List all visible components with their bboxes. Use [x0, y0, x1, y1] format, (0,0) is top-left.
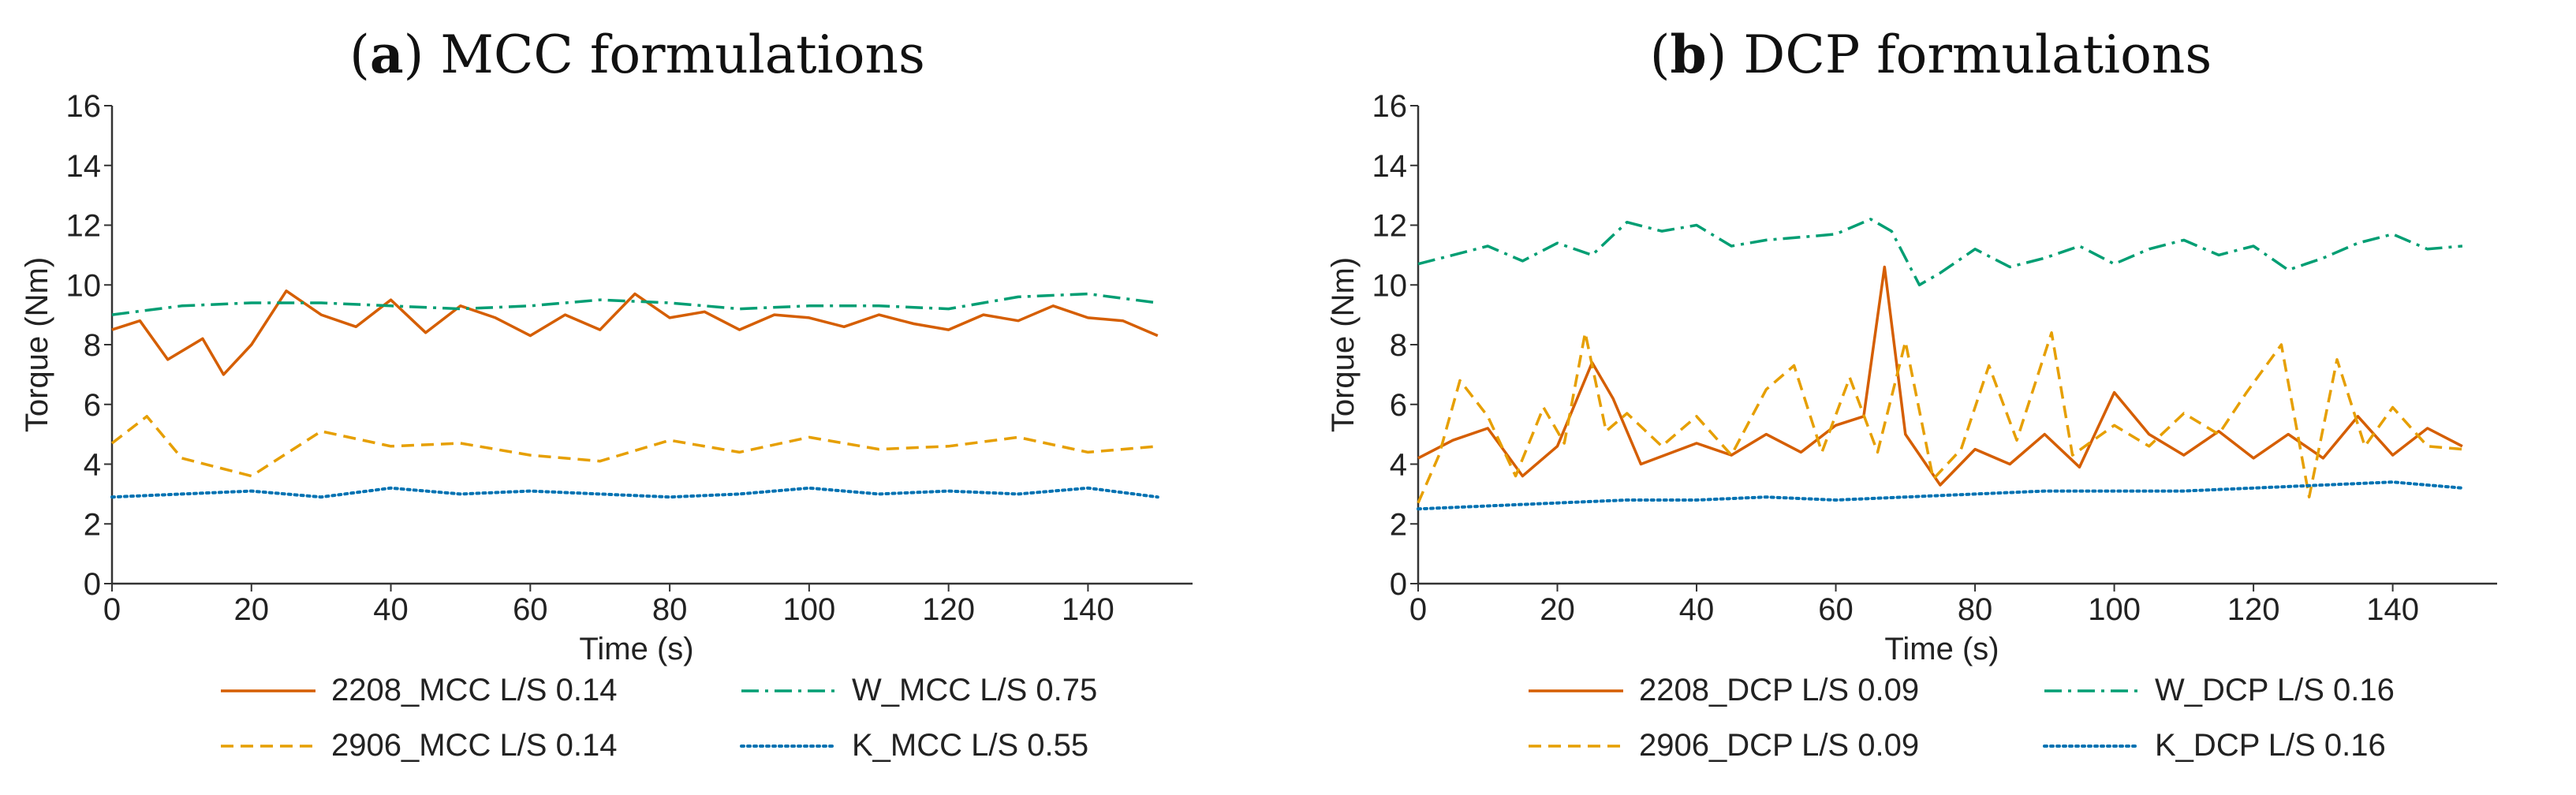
x-tick-label: 40	[373, 592, 409, 627]
x-tick-label: 140	[1062, 592, 1114, 627]
x-tick-label: 20	[1540, 592, 1575, 627]
series-line-w-dcp	[1417, 218, 2463, 287]
y-axis-label: Torque (Nm)	[1326, 257, 1361, 432]
x-tick-label: 0	[1409, 592, 1427, 627]
panel-mcc: (a) MCC formulations 0 2 4 6 8 10 12 14 16 0 20 40 60…	[20, 24, 1193, 763]
panel-dcp: (b) DCP formulations 0 2 4 6 8 10 12 14 16 0 20 40 60…	[1326, 24, 2497, 763]
series-line-k-mcc	[110, 486, 1159, 499]
legend-label: 2906_MCC L/S 0.14	[331, 728, 617, 763]
legend-label: W_DCP L/S 0.16	[2155, 673, 2395, 707]
chart-title-prefix: (	[1650, 24, 1671, 85]
y-tick-label: 12	[1372, 209, 1408, 244]
y-tick-label: 14	[1372, 149, 1408, 184]
series-line-2906-dcp	[1417, 331, 2463, 504]
legend-entry: K_MCC L/S 0.55	[740, 728, 1088, 763]
chart-title: (b) DCP formulations	[1650, 24, 2212, 85]
legend-entry: W_DCP L/S 0.16	[2044, 673, 2395, 707]
x-axis-label: Time (s)	[1884, 632, 1999, 666]
series-line-2208-mcc	[111, 289, 1159, 376]
y-tick-label: 2	[84, 507, 101, 542]
legend-label: W_MCC L/S 0.75	[852, 673, 1097, 707]
chart-title-text: ) DCP formulations	[1707, 24, 2212, 85]
series-line-w-mcc	[111, 292, 1159, 316]
y-tick-label: 16	[1372, 89, 1408, 124]
y-tick-label: 4	[1390, 448, 1407, 483]
y-tick-label: 14	[66, 149, 102, 184]
x-tick-label: 100	[2088, 592, 2141, 627]
y-tick-label: 6	[84, 388, 101, 423]
series-line-2906-mcc	[110, 415, 1158, 478]
y-tick-label: 12	[66, 209, 102, 244]
y-tick-label: 0	[84, 567, 101, 602]
x-tick-label: 40	[1679, 592, 1715, 627]
y-tick-label: 4	[84, 448, 101, 483]
y-axis-label: Torque (Nm)	[20, 257, 54, 432]
series-line-2208-dcp	[1417, 265, 2463, 487]
y-tick-label: 10	[66, 268, 102, 303]
x-tick-label: 60	[1818, 592, 1854, 627]
series-line-k-dcp	[1417, 480, 2464, 511]
x-tick-label: 0	[103, 592, 121, 627]
x-tick-label: 120	[922, 592, 975, 627]
x-tick-label: 100	[782, 592, 835, 627]
legend-label: 2208_MCC L/S 0.14	[331, 673, 617, 707]
y-tick-label: 8	[84, 328, 101, 363]
y-tick-label: 6	[1390, 388, 1407, 423]
legend-entry: 2208_DCP L/S 0.09	[1529, 673, 1919, 707]
y-tick-label: 10	[1372, 268, 1408, 303]
x-tick-label: 80	[652, 592, 688, 627]
chart-title-prefix: (	[349, 24, 370, 85]
chart-title-letter: a	[370, 24, 404, 85]
legend-label: K_DCP L/S 0.16	[2155, 728, 2386, 763]
legend-label: 2906_DCP L/S 0.09	[1639, 728, 1919, 763]
x-tick-label: 120	[2227, 592, 2280, 627]
chart-title: (a) MCC formulations	[349, 24, 925, 85]
y-tick-label: 0	[1390, 567, 1407, 602]
x-tick-label: 20	[234, 592, 270, 627]
legend-label: K_MCC L/S 0.55	[852, 728, 1088, 763]
x-tick-label: 140	[2366, 592, 2419, 627]
x-tick-label: 60	[513, 592, 548, 627]
legend-label: 2208_DCP L/S 0.09	[1639, 673, 1919, 707]
y-tick-label: 16	[66, 89, 102, 124]
y-tick-label: 8	[1390, 328, 1407, 363]
legend-entry: 2208_MCC L/S 0.14	[221, 673, 617, 707]
x-axis-label: Time (s)	[579, 632, 693, 666]
legend-entry: W_MCC L/S 0.75	[741, 673, 1097, 707]
x-tick-label: 80	[1958, 592, 1993, 627]
y-tick-label: 2	[1390, 507, 1407, 542]
legend-entry: K_DCP L/S 0.16	[2043, 728, 2386, 763]
legend-entry: 2906_DCP L/S 0.09	[1529, 728, 1919, 763]
chart-title-letter: b	[1671, 24, 1707, 85]
chart-title-text: ) MCC formulations	[404, 24, 925, 85]
legend-entry: 2906_MCC L/S 0.14	[221, 728, 617, 763]
